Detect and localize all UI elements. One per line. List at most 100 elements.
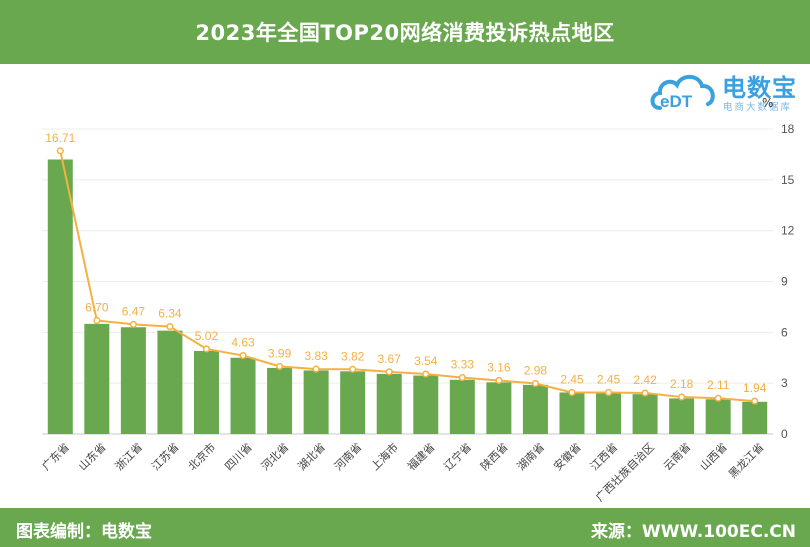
x-tick-label: 江苏省 (149, 441, 182, 474)
line-point (531, 379, 539, 388)
line-point (641, 389, 649, 397)
y-tick-label: 0 (781, 427, 788, 441)
x-tick-label: 山东省 (76, 441, 109, 474)
data-label: 3.16 (487, 360, 511, 374)
line-point (604, 388, 613, 397)
y-axis-ticks: 0 3 6 9 12 15 18 (781, 122, 795, 441)
data-label: 4.63 (231, 336, 255, 350)
line-point (93, 316, 101, 325)
x-tick-label: 湖南省 (515, 441, 548, 474)
bar (705, 399, 731, 434)
x-axis-ticks: 广东省 山东省 浙江省 江苏省 北京市 四川省 河北省 湖北省 河南省 上海市 福建省 辽宁省 陕西省湖… (40, 440, 767, 504)
y-tick-label: 15 (781, 173, 795, 187)
cloud-logo-icon: eDT (650, 74, 715, 111)
chart-title-bar: 2023年全国TOP20网络消费投诉热点地区 (0, 0, 810, 64)
x-tick-label: 安徽省 (551, 440, 584, 473)
data-label: 2.42 (633, 373, 657, 387)
data-label: 5.02 (195, 329, 219, 343)
line-point (678, 393, 686, 401)
line-point (714, 394, 722, 402)
bar (267, 367, 293, 434)
data-label: 6.47 (122, 304, 146, 318)
footer-credit: 图表编制：电数宝 (16, 522, 152, 542)
x-tick-label: 上海市 (368, 440, 401, 473)
x-tick-label: 广东省 (40, 441, 73, 474)
data-label: 3.82 (341, 349, 365, 363)
y-tick-label: 3 (781, 376, 788, 390)
line-series (56, 147, 759, 405)
data-label: 16.71 (45, 131, 75, 145)
data-label: 2.98 (524, 364, 548, 378)
chart-title: 2023年全国TOP20网络消费投诉热点地区 (195, 21, 615, 45)
bar (340, 371, 366, 434)
brand-logo: eDT 电数宝 电商大数据库 (648, 68, 808, 114)
y-tick-label: 9 (781, 275, 788, 289)
x-tick-label: 河南省 (332, 441, 365, 474)
line-point (202, 345, 211, 353)
data-label: 3.83 (304, 349, 328, 363)
bar (303, 370, 329, 434)
x-tick-label: 福建省 (404, 440, 437, 473)
data-label: 2.18 (670, 377, 694, 391)
data-label: 6.70 (85, 300, 109, 314)
bar (449, 379, 475, 434)
x-tick-label: 黑龙江省 (726, 441, 766, 481)
bar (559, 392, 585, 434)
x-tick-label: 辽宁省 (441, 440, 474, 473)
data-label: 2.45 (560, 372, 584, 386)
x-tick-label: 四川省 (222, 441, 255, 474)
bar (486, 382, 512, 434)
line-point (495, 376, 503, 385)
bar (742, 401, 768, 434)
bar (522, 384, 548, 434)
x-tick-label: 江西省 (588, 441, 621, 474)
data-labels: 16.71 6.70 6.47 6.34 5.02 4.63 3.99 3.83 3.82 3.6… (45, 131, 766, 395)
data-label: 3.54 (414, 354, 438, 368)
x-tick-label: 浙江省 (113, 441, 146, 474)
line-point (751, 397, 759, 405)
bar (157, 330, 183, 434)
line-point (568, 388, 576, 397)
series-line (59, 150, 755, 403)
data-label: 3.33 (451, 358, 475, 372)
bar (632, 394, 658, 434)
bar (230, 357, 256, 434)
line-point (458, 374, 466, 382)
y-tick-label: 18 (781, 122, 795, 136)
line-point (56, 147, 64, 155)
y-tick-label: 12 (781, 224, 795, 238)
data-label: 3.99 (268, 346, 292, 360)
logo-subtitle: 电商大数据库 (723, 102, 793, 113)
data-label: 6.34 (158, 307, 182, 321)
line-point (349, 365, 357, 373)
bar (413, 375, 439, 434)
line-point (239, 351, 247, 360)
logo-badge: eDT (660, 92, 693, 111)
data-label: 1.94 (743, 381, 767, 395)
footer-bar: 图表编制：电数宝 来源：WWW.100EC.CN (0, 508, 810, 547)
bar (120, 327, 146, 434)
bar (376, 373, 402, 434)
bar (193, 350, 219, 434)
line-point (276, 362, 284, 370)
y-tick-label: 6 (781, 325, 788, 339)
bar (596, 393, 622, 434)
footer-source: 来源：WWW.100EC.CN (590, 522, 796, 542)
line-point (312, 365, 320, 373)
line-point (129, 320, 137, 328)
x-tick-label: 山西省 (697, 441, 730, 474)
data-label: 2.11 (707, 378, 730, 392)
grid-lines (42, 128, 773, 435)
line-point (385, 368, 393, 376)
x-tick-label: 湖北省 (295, 441, 328, 474)
bar (669, 398, 695, 434)
data-label: 2.45 (597, 372, 621, 386)
data-label: 3.67 (378, 352, 402, 366)
bar (47, 159, 73, 434)
logo-name: 电数宝 (722, 74, 797, 102)
x-tick-label: 陕西省 (477, 440, 510, 473)
unit-label: % (762, 96, 774, 110)
x-tick-label: 河北省 (259, 441, 292, 474)
x-tick-label: 北京市 (185, 440, 218, 473)
